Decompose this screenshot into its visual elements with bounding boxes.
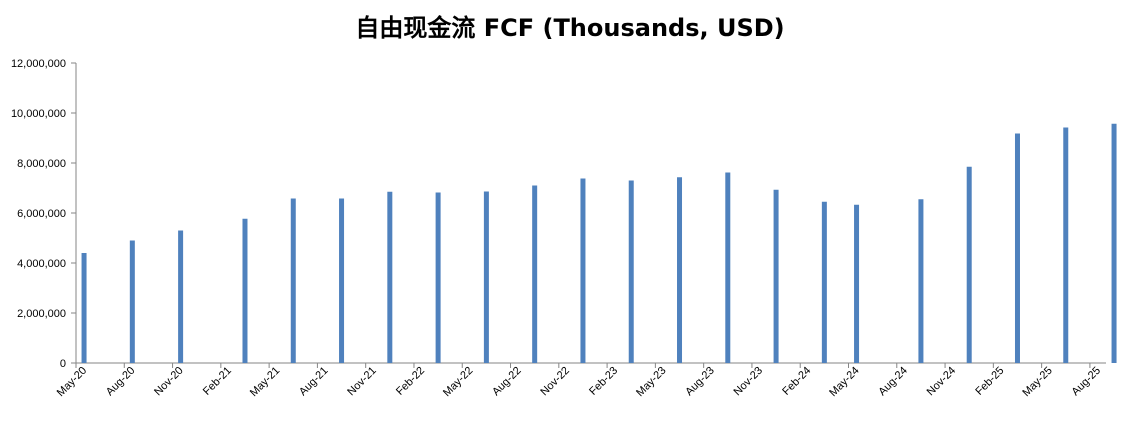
fcf-bar (677, 177, 683, 363)
fcf-bar (81, 253, 87, 363)
x-tick-label: Aug-24 (876, 365, 910, 399)
x-tick-label: Nov-21 (345, 365, 379, 399)
fcf-bar (1014, 133, 1020, 363)
x-tick-label: Aug-20 (104, 365, 138, 399)
fcf-bar (628, 180, 634, 363)
y-tick-label: 12,000,000 (11, 58, 66, 70)
x-tick-label: May-23 (634, 365, 668, 399)
y-tick-label: 0 (60, 358, 66, 370)
x-tick-label: Aug-21 (297, 365, 331, 399)
y-tick-label: 4,000,000 (17, 258, 66, 270)
fcf-bar (773, 189, 779, 363)
x-tick-label: Feb-25 (973, 365, 1006, 398)
x-tick-label: May-21 (248, 365, 282, 399)
x-tick-label: Nov-24 (925, 365, 959, 399)
x-tick-label: Nov-23 (732, 365, 766, 399)
x-tick-label: Aug-23 (683, 365, 717, 399)
fcf-bar (339, 198, 345, 363)
y-tick-label: 8,000,000 (17, 158, 66, 170)
fcf-bar (435, 192, 441, 363)
plot-area: 0 2,000,000 4,000,000 6,000,000 8,000,000 10,… (11, 58, 1117, 399)
x-tick-label: Aug-25 (1069, 365, 1103, 399)
fcf-bar (290, 198, 296, 363)
fcf-bar (1063, 127, 1069, 363)
fcf-bar (918, 199, 924, 363)
x-tick-label: Nov-22 (538, 365, 572, 399)
fcf-bar (129, 240, 135, 363)
x-tick-label: Feb-23 (587, 365, 620, 398)
fcf-bar (532, 185, 538, 363)
y-tick-label: 2,000,000 (17, 308, 66, 320)
y-tick-label: 10,000,000 (11, 108, 66, 120)
x-tick-label: Feb-21 (201, 365, 234, 398)
y-tick-label: 6,000,000 (17, 208, 66, 220)
x-tick-label: May-24 (827, 365, 861, 399)
chart-title: 自由现金流 FCF (Thousands, USD) (355, 14, 784, 42)
fcf-bar (580, 178, 586, 363)
x-tick-label: Aug-22 (490, 365, 524, 399)
fcf-bar (854, 204, 860, 363)
fcf-bar (387, 191, 393, 363)
x-tick-label: Feb-22 (394, 365, 427, 398)
fcf-bar (483, 191, 489, 363)
fcf-bar (966, 166, 972, 363)
fcf-bar (178, 230, 184, 363)
x-tick-label: Feb-24 (780, 365, 813, 398)
fcf-bar (1111, 123, 1117, 363)
fcf-bar (725, 172, 731, 363)
fcf-bar (242, 218, 248, 363)
x-tick-label: Nov-20 (152, 365, 186, 399)
x-tick-label: May-25 (1020, 365, 1054, 399)
fcf-bar (821, 201, 827, 363)
x-tick-label: May-22 (441, 365, 475, 399)
